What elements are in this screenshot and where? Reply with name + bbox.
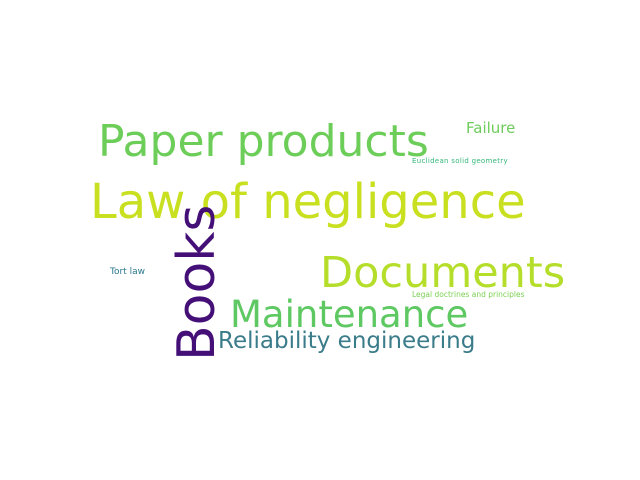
word-euclidean-solid-geometry: Euclidean solid geometry: [412, 157, 508, 165]
word-tort-law: Tort law: [110, 267, 145, 277]
word-documents: Documents: [320, 248, 566, 298]
word-books: Books: [167, 204, 227, 361]
word-reliability-engineering: Reliability engineering: [218, 328, 476, 354]
word-paper-products: Paper products: [98, 116, 429, 167]
word-law-of-negligence: Law of negligence: [90, 174, 526, 230]
word-failure: Failure: [466, 119, 516, 137]
word-maintenance: Maintenance: [230, 293, 469, 336]
word-legal-doctrines: Legal doctrines and principles: [412, 290, 525, 299]
